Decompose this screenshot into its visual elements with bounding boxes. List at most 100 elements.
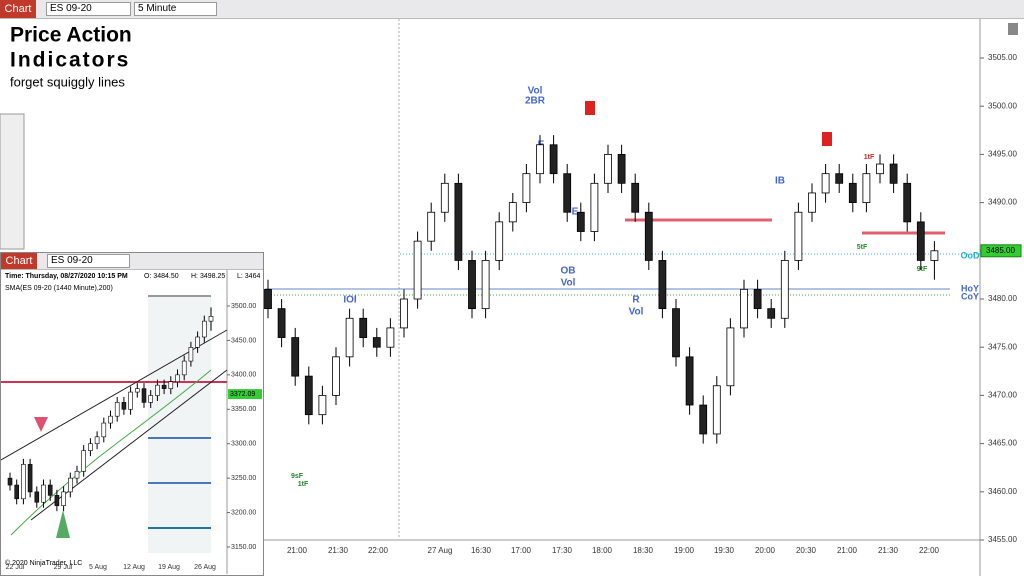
inset-info: L: 3464 bbox=[237, 273, 260, 280]
inset-info: H: 3498.25 bbox=[191, 273, 225, 280]
candle-body bbox=[175, 374, 180, 383]
candle-body bbox=[304, 375, 313, 416]
candle-body bbox=[658, 260, 667, 310]
price-label: 3465.00 bbox=[988, 439, 1017, 448]
candle-body bbox=[141, 388, 147, 403]
interval-select[interactable]: 5 Minute bbox=[134, 2, 217, 16]
last-price-label: 3485.00 bbox=[986, 246, 1015, 255]
candle-body bbox=[155, 384, 160, 396]
price-label: 3200.00 bbox=[231, 509, 256, 516]
price-label: 3250.00 bbox=[231, 475, 256, 482]
inset-instrument-select[interactable]: ES 09-20 bbox=[47, 254, 130, 268]
annotation: CoY bbox=[961, 291, 979, 301]
candle-body bbox=[835, 173, 844, 184]
candle-body bbox=[195, 336, 200, 348]
inset-info: O: 3484.50 bbox=[144, 273, 179, 280]
candle-body bbox=[181, 360, 187, 376]
candle-body bbox=[903, 182, 912, 223]
sma-price-label: 3372.09 bbox=[230, 391, 255, 398]
annotation: Vol bbox=[629, 307, 644, 318]
candle-body bbox=[672, 308, 680, 358]
candle-body bbox=[753, 288, 762, 310]
date-label: 19 Aug bbox=[158, 564, 180, 571]
date-label: 29 Jul bbox=[54, 564, 73, 571]
candle-body bbox=[821, 173, 830, 194]
annotation: Vol bbox=[561, 278, 576, 289]
candle-body bbox=[277, 308, 286, 338]
candle-body bbox=[41, 484, 46, 503]
properties-button[interactable] bbox=[1008, 23, 1018, 35]
candle-body bbox=[34, 491, 40, 503]
candle-body bbox=[780, 260, 789, 319]
candle-body bbox=[889, 163, 898, 184]
candle-body bbox=[345, 317, 354, 358]
candle-body bbox=[740, 288, 748, 329]
instrument-select[interactable]: ES 09-20 bbox=[46, 2, 131, 16]
candle-body bbox=[7, 477, 13, 486]
price-label: 3505.00 bbox=[988, 53, 1017, 62]
candle-body bbox=[168, 381, 174, 389]
inset-chart: Time: Thursday, 08/27/2020 10:15 PM O: 34… bbox=[1, 270, 262, 574]
time-label: 20:00 bbox=[755, 546, 776, 555]
time-label: 21:30 bbox=[328, 546, 349, 555]
candle-body bbox=[563, 173, 572, 213]
candle-body bbox=[161, 384, 167, 389]
candle-body bbox=[576, 211, 585, 232]
date-label: 12 Aug bbox=[123, 564, 145, 571]
time-label: 17:00 bbox=[511, 546, 532, 555]
candle-body bbox=[318, 394, 327, 416]
candle-body bbox=[114, 402, 120, 417]
candle-body bbox=[88, 443, 93, 451]
candle-body bbox=[148, 395, 153, 403]
price-label: 3150.00 bbox=[231, 544, 256, 551]
candle-body bbox=[794, 211, 803, 261]
inset-toolbar: Chart ES 09-20 bbox=[1, 253, 263, 270]
candle-body bbox=[876, 163, 884, 175]
candle-body bbox=[14, 484, 19, 500]
price-label: 3450.00 bbox=[231, 337, 256, 344]
candle-body bbox=[536, 144, 544, 175]
chart-tab[interactable]: Chart bbox=[0, 0, 36, 18]
candle-body bbox=[386, 327, 395, 348]
annotation: OoD bbox=[961, 250, 980, 260]
signal-arrow bbox=[56, 510, 70, 538]
candle-body bbox=[631, 182, 640, 213]
candle-body bbox=[101, 422, 107, 438]
candle-body bbox=[427, 211, 436, 242]
candle-body bbox=[372, 337, 381, 348]
annotation: 9tF bbox=[917, 266, 928, 273]
candle-body bbox=[264, 288, 272, 310]
time-label: 18:00 bbox=[592, 546, 613, 555]
time-label: 27 Aug bbox=[428, 546, 453, 555]
candle-body bbox=[188, 347, 194, 362]
time-label: 19:00 bbox=[674, 546, 695, 555]
date-label: 22 Jul bbox=[6, 564, 25, 571]
candle-body bbox=[712, 385, 721, 435]
candle-body bbox=[604, 153, 612, 184]
candle-body bbox=[454, 182, 463, 261]
candle-body bbox=[359, 317, 368, 338]
annotation: IB bbox=[775, 176, 785, 187]
candle-body bbox=[74, 470, 80, 479]
last-price-box bbox=[980, 244, 1022, 258]
candle-body bbox=[81, 450, 86, 472]
price-label: 3300.00 bbox=[231, 441, 256, 448]
drawing-toolbar[interactable] bbox=[0, 113, 25, 250]
shaded-zone bbox=[148, 295, 211, 553]
candle-body bbox=[400, 298, 408, 329]
annotation: 1tF bbox=[298, 481, 309, 488]
candle-body bbox=[202, 320, 207, 338]
candle-body bbox=[930, 250, 939, 261]
annotation: OB bbox=[561, 266, 576, 277]
candle-body bbox=[54, 495, 60, 506]
candle-body bbox=[61, 491, 66, 506]
candle-body bbox=[495, 221, 504, 261]
price-label: 3350.00 bbox=[231, 406, 256, 413]
signal-icon bbox=[822, 132, 832, 146]
time-label: 17:30 bbox=[552, 546, 573, 555]
title: Price Action bbox=[10, 24, 132, 47]
inset-chart-tab[interactable]: Chart bbox=[1, 253, 37, 269]
candle-body bbox=[808, 192, 816, 213]
candle-body bbox=[848, 182, 857, 204]
price-label: 3500.00 bbox=[231, 303, 256, 310]
